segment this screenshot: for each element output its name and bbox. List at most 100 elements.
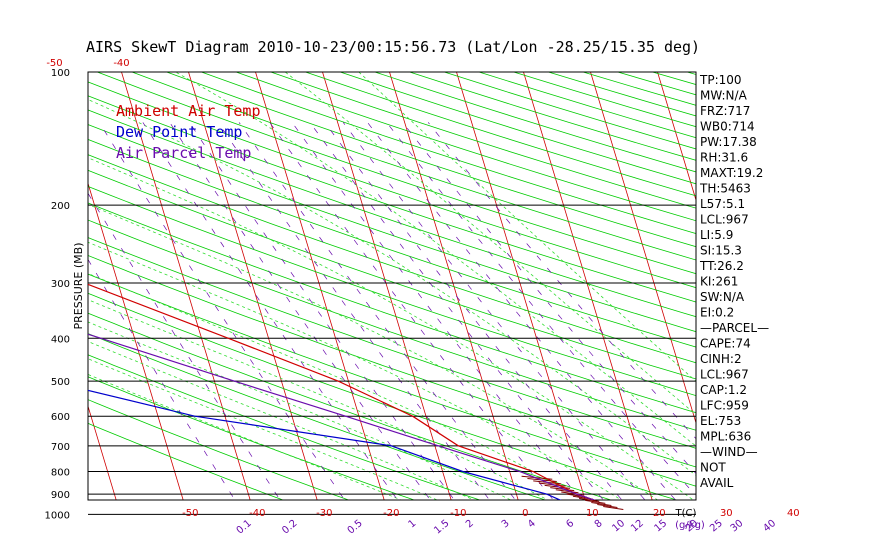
mixing-ratio-line bbox=[142, 122, 398, 500]
legend-dew-point-temp: Dew Point Temp bbox=[116, 123, 242, 141]
moist-adiabat-line bbox=[284, 72, 696, 416]
stat-item: TP:100 bbox=[699, 73, 742, 87]
isotherm-line bbox=[523, 72, 653, 500]
stat-item: LCL:967 bbox=[700, 368, 749, 382]
ambient-air-temp-line bbox=[88, 283, 596, 500]
dry-adiabat-line bbox=[88, 186, 696, 397]
bottom-temp-tick-label: 40 bbox=[787, 508, 800, 519]
stat-item: —PARCEL— bbox=[700, 321, 769, 335]
stat-item: WB0:714 bbox=[700, 120, 755, 134]
mixing-ratio-line bbox=[342, 122, 646, 500]
moist-adiabat-lines bbox=[88, 72, 696, 500]
pressure-tick-label: 900 bbox=[51, 490, 70, 501]
dry-adiabat-line bbox=[97, 72, 696, 275]
dry-adiabat-line bbox=[270, 72, 696, 209]
bottom-temp-unit: T(C) bbox=[675, 508, 697, 519]
dry-adiabat-line bbox=[652, 72, 696, 85]
mixing-ratio-tick-label: 0.2 bbox=[280, 518, 299, 537]
stat-item: CINH:2 bbox=[700, 352, 742, 366]
bottom-temp-tick-label: 0 bbox=[522, 508, 528, 519]
stat-item: L57:5.1 bbox=[700, 197, 745, 211]
dry-adiabat-line bbox=[88, 169, 696, 380]
stat-item: EI:0.2 bbox=[700, 306, 734, 320]
isotherm-line bbox=[88, 404, 117, 500]
stat-item: LFC:959 bbox=[700, 399, 749, 413]
mixing-ratio-tick-label: 25 bbox=[708, 518, 725, 535]
isotherm-line bbox=[255, 72, 385, 500]
mixing-ratio-tick-label: 2 bbox=[464, 518, 476, 531]
pressure-tick-label: 500 bbox=[51, 377, 70, 388]
mixing-ratio-line bbox=[309, 122, 604, 500]
dry-adiabat-line bbox=[88, 154, 696, 364]
mixing-ratio-line bbox=[386, 122, 696, 497]
stat-item: TT:26.2 bbox=[699, 259, 744, 273]
stat-item: KI:261 bbox=[700, 275, 738, 289]
dry-adiabat-line bbox=[791, 72, 870, 524]
plot-frame bbox=[87, 71, 697, 501]
hatch-line bbox=[579, 497, 600, 502]
isotherm-line bbox=[188, 72, 318, 500]
dry-adiabat-line bbox=[88, 95, 696, 303]
bottom-temp-tick-label: -30 bbox=[316, 508, 332, 519]
mixing-ratio-tick-label: 1 bbox=[406, 518, 418, 531]
legend: Ambient Air Temp Dew Point Temp Air Parcel… bbox=[116, 102, 261, 162]
mixing-ratio-line bbox=[291, 122, 582, 500]
dry-adiabat-line bbox=[88, 273, 696, 487]
mixing-ratio-tick-label: 10 bbox=[610, 518, 627, 535]
mixing-ratio-tick-label: 15 bbox=[653, 518, 670, 535]
mixing-ratio-line bbox=[367, 122, 677, 500]
mixing-ratio-lines bbox=[88, 122, 696, 500]
stat-item: SW:N/A bbox=[700, 290, 745, 304]
stat-item: CAP:1.2 bbox=[700, 383, 747, 397]
mixing-ratio-tick-label: 0.1 bbox=[235, 518, 254, 537]
mixing-ratio-tick-label: 4 bbox=[526, 518, 538, 531]
stat-item: NOT bbox=[700, 461, 726, 475]
dry-adiabat-line bbox=[88, 109, 696, 318]
dry-adiabat-line bbox=[513, 72, 696, 128]
bottom-temperature-ticks: -50 -40 -30 -20 -10 0 10 20 30 40 T(C) bbox=[182, 508, 800, 519]
isotherm-line bbox=[121, 72, 251, 500]
dry-adiabat-line bbox=[861, 72, 870, 524]
mixing-ratio-line bbox=[88, 192, 281, 500]
air-parcel-temp-line bbox=[88, 333, 596, 500]
pressure-tick-label: 300 bbox=[51, 279, 70, 290]
top-temp-tick-label: -50 bbox=[46, 58, 62, 69]
stat-item: RH:31.6 bbox=[700, 151, 748, 165]
mixing-ratio-unit: (g/kg) bbox=[675, 520, 705, 531]
stat-item: —WIND— bbox=[700, 445, 758, 459]
pressure-tick-label: 800 bbox=[51, 467, 70, 478]
top-temperature-ticks: -120-110-100-90-80-70-60-50-40 bbox=[46, 58, 129, 69]
dry-adiabat-line bbox=[88, 124, 696, 333]
bottom-temp-tick-label: -20 bbox=[383, 508, 399, 519]
dry-adiabat-line bbox=[235, 72, 696, 222]
bottom-temp-tick-label: -10 bbox=[450, 508, 466, 519]
stat-item: LCL:967 bbox=[700, 213, 749, 227]
moist-adiabat-line bbox=[88, 203, 659, 500]
pressure-tick-label: 1000 bbox=[45, 510, 70, 521]
stat-item: CAPE:74 bbox=[700, 337, 751, 351]
mixing-ratio-line bbox=[324, 122, 623, 500]
mixing-ratio-line bbox=[402, 122, 696, 475]
mixing-ratio-line bbox=[169, 122, 431, 500]
moist-adiabat-line bbox=[88, 99, 696, 476]
hatch-line bbox=[597, 504, 618, 508]
moist-adiabat-line bbox=[88, 241, 623, 500]
mixing-ratio-line bbox=[217, 122, 490, 500]
dry-adiabat-line bbox=[88, 312, 613, 500]
mixing-ratio-tick-label: 40 bbox=[761, 518, 778, 535]
hatch-line bbox=[603, 506, 624, 511]
bottom-temp-tick-label: 30 bbox=[720, 508, 733, 519]
stat-item: PW:17.38 bbox=[700, 135, 757, 149]
stat-item: TH:5463 bbox=[699, 182, 751, 196]
isotherm-line bbox=[792, 72, 870, 524]
stat-item: MW:N/A bbox=[700, 89, 748, 103]
dry-adiabat-line bbox=[88, 333, 547, 500]
bottom-temp-tick-label: 10 bbox=[586, 508, 599, 519]
moist-adiabat-line bbox=[88, 358, 439, 500]
stat-item: MAXT:19.2 bbox=[700, 166, 763, 180]
dry-adiabat-line bbox=[88, 219, 696, 431]
mixing-ratio-tick-label: 1.5 bbox=[432, 518, 451, 537]
isotherm-line bbox=[0, 72, 56, 524]
mixing-ratio-tick-label: 0.5 bbox=[346, 518, 365, 537]
